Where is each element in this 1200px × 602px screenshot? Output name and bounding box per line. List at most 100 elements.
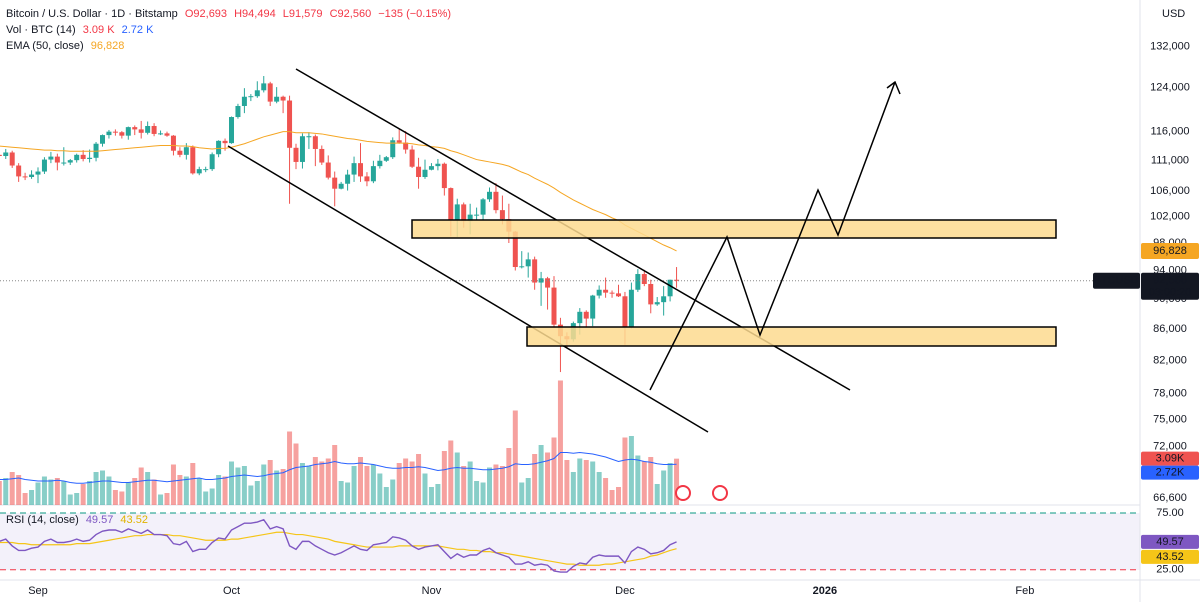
candle-body	[35, 171, 41, 175]
y-tick-label: 72,000	[1153, 440, 1187, 452]
volume-bar	[35, 482, 41, 505]
volume-bar	[422, 473, 428, 505]
candle-body	[3, 152, 9, 157]
volume-value: 3.09 K	[82, 24, 115, 36]
candle-body	[222, 140, 228, 144]
y-tick-label: 132,000	[1150, 40, 1190, 52]
candle-body	[158, 133, 164, 135]
candle-body	[41, 159, 47, 172]
volume-bar	[299, 463, 305, 505]
volume-bar	[132, 478, 138, 505]
candle-body	[29, 174, 35, 178]
volume-bar	[474, 481, 480, 505]
volume-bar	[583, 460, 589, 505]
support-zone	[526, 326, 1057, 347]
candle-body	[67, 160, 73, 163]
volume-bar	[306, 466, 312, 505]
candle-body	[145, 125, 151, 133]
candle-body	[332, 177, 338, 189]
volume-bar	[622, 437, 628, 505]
candle-body	[441, 163, 447, 189]
y-tick-label: 106,000	[1150, 185, 1190, 197]
marks	[0, 76, 1140, 573]
volume-bar	[22, 493, 28, 505]
candle-body	[364, 176, 370, 182]
volume-bar	[596, 472, 602, 505]
volume-bar	[493, 464, 499, 505]
symbol-label: BTCUSD	[1093, 275, 1138, 287]
resistance-zone	[411, 219, 1057, 239]
candle-body	[22, 176, 28, 178]
projection-path	[649, 81, 896, 391]
candle-body	[448, 188, 454, 220]
candle-body	[196, 169, 202, 174]
candle-body	[538, 278, 544, 283]
y-tick-label: 86,000	[1153, 323, 1187, 335]
candle-body	[480, 199, 486, 215]
candle-body	[119, 132, 125, 136]
currency: USD	[1162, 8, 1185, 20]
volume-bar	[545, 452, 551, 505]
volume-bar	[661, 470, 667, 505]
volume-bar	[441, 451, 447, 505]
event-icon[interactable]	[712, 485, 728, 501]
candle-body	[132, 127, 138, 130]
ohlc-change: −135 (−0.15%)	[378, 8, 452, 20]
rsi-axis-label: 49.57	[1156, 536, 1184, 548]
volume-bar	[119, 491, 125, 505]
volume-bar	[209, 488, 215, 505]
candle-body	[590, 295, 596, 319]
legend-main: Bitcoin / U.S. Dollar · 1D · Bitstamp O9…	[6, 8, 455, 20]
volume-bar	[351, 466, 357, 505]
candle-body	[0, 154, 2, 157]
candle-body	[428, 166, 434, 170]
volume-bar	[654, 484, 660, 505]
ema-axis-label: 96,828	[1153, 245, 1187, 257]
symbol: Bitcoin / U.S. Dollar · 1D · Bitstamp	[6, 8, 178, 20]
candle-body	[274, 96, 280, 102]
volume-bar	[674, 458, 680, 505]
volume-bar	[506, 448, 512, 505]
volume-bar	[551, 437, 557, 505]
volume-bar	[67, 494, 73, 505]
volume-bar	[203, 491, 209, 505]
volume-bar	[54, 478, 60, 505]
x-tick-label: Feb	[1015, 585, 1034, 597]
volume-bar	[190, 463, 196, 505]
volume-bar	[80, 484, 86, 505]
y-tick-label: 111,000	[1151, 155, 1189, 167]
candle-body	[403, 142, 409, 150]
volume-bar	[609, 490, 615, 505]
volume-bar	[461, 466, 467, 505]
price-box	[1141, 272, 1199, 300]
candle-body	[106, 131, 112, 136]
volume-bar	[667, 463, 673, 505]
volume-bar	[293, 443, 299, 505]
legend-ema: EMA (50, close) 96,828	[6, 40, 128, 52]
candle-body	[512, 231, 518, 268]
volume-bar	[499, 466, 505, 505]
volume-bar	[125, 482, 131, 505]
y-tick-label: 75,000	[1153, 414, 1187, 426]
event-icon[interactable]	[675, 485, 691, 501]
volume-bar	[428, 487, 434, 505]
candle-body	[454, 204, 460, 220]
rsi-line	[0, 518, 677, 573]
rsi-ma-value: 43.52	[120, 514, 148, 526]
candle-body	[358, 163, 363, 177]
volume-bar	[87, 481, 93, 505]
candle-body	[48, 156, 54, 160]
candle-body	[396, 140, 402, 143]
volume-bar	[403, 458, 409, 505]
candle-body	[609, 292, 615, 294]
candle-body	[177, 150, 183, 155]
candle-body	[261, 83, 267, 91]
candle-body	[551, 287, 557, 325]
candle-body	[416, 166, 422, 178]
volume-bar	[557, 380, 563, 505]
candle-body	[216, 140, 222, 155]
candle-body	[351, 163, 357, 175]
y-tick-label: 78,000	[1153, 388, 1187, 400]
volume-bar	[248, 485, 254, 505]
volume-bar	[319, 461, 325, 505]
